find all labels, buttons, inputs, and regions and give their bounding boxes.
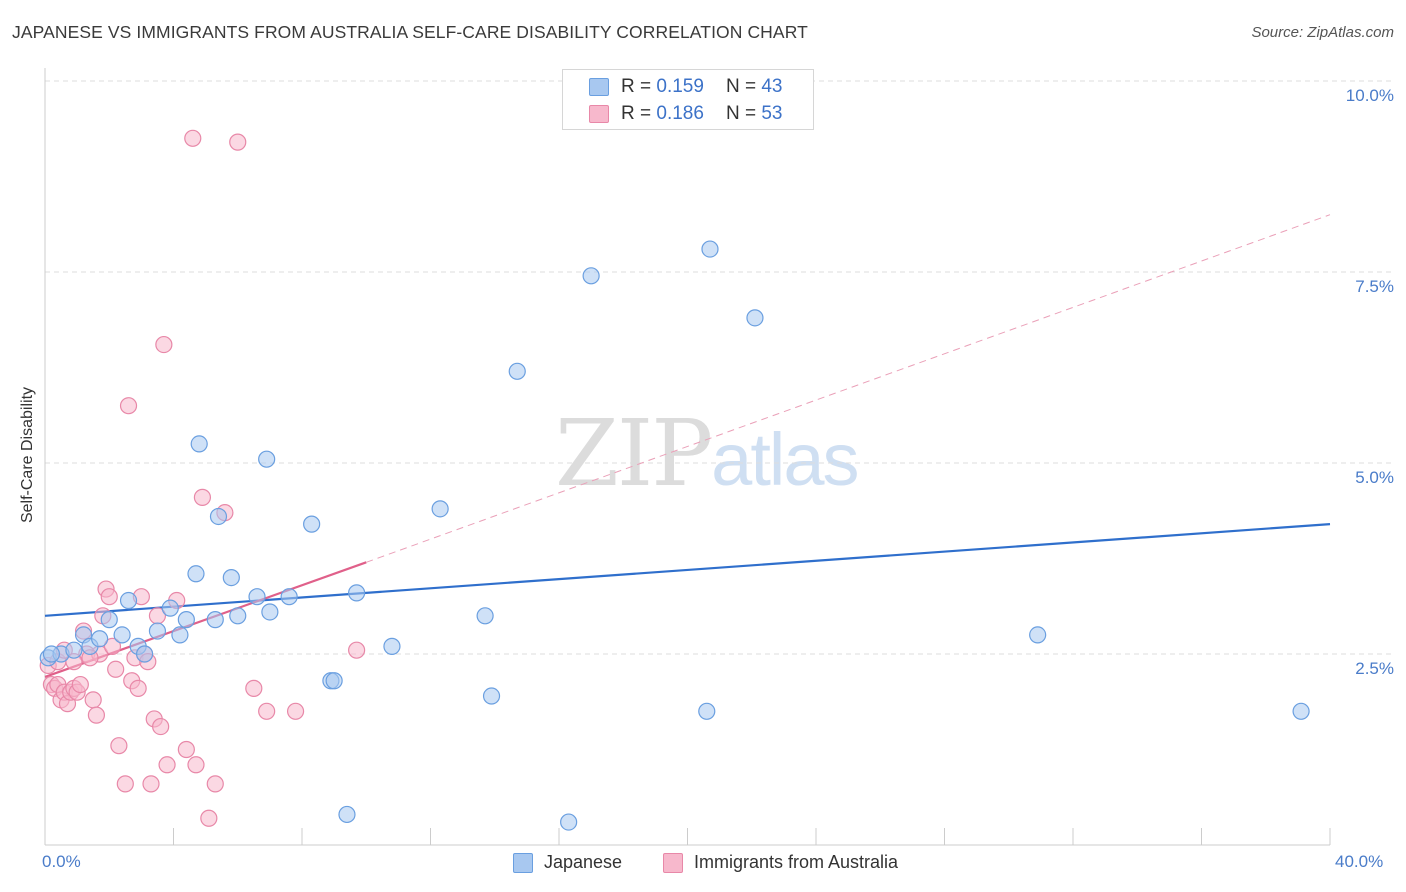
legend-swatch-japanese <box>589 78 609 96</box>
legend-r-value: 0.159 <box>656 76 704 97</box>
legend-n-label: N = <box>725 103 757 124</box>
australia-point <box>348 641 366 659</box>
bottom-legend-swatch-japanese <box>513 852 533 873</box>
australia-point <box>158 756 176 774</box>
japanese-point <box>229 607 247 625</box>
australia-point <box>119 397 138 415</box>
australia-point <box>258 702 276 720</box>
australia-point <box>87 706 106 724</box>
legend-n-value: 53 <box>761 103 783 124</box>
japanese-point <box>560 813 578 831</box>
japanese-point <box>248 588 266 606</box>
japanese-point <box>1029 626 1047 644</box>
japanese-point <box>383 637 401 655</box>
y-tick-label: 5.0% <box>1355 468 1394 487</box>
y-axis-label: Self-Care Disability <box>19 386 36 524</box>
legend-row-japanese: R = 0.159 N = 43 <box>589 75 782 99</box>
watermark-zip: ZIP <box>555 400 713 507</box>
australia-point <box>206 775 224 793</box>
australia-trend-extension <box>366 214 1331 563</box>
australia-point <box>129 679 147 697</box>
legend-n-label: N = <box>725 76 757 97</box>
japanese-point <box>65 641 83 659</box>
legend-r-value: 0.186 <box>656 103 704 124</box>
australia-point <box>286 702 305 720</box>
japanese-point <box>91 630 109 648</box>
australia-point <box>107 660 125 678</box>
japanese-point <box>261 603 279 621</box>
japanese-point <box>280 588 298 606</box>
axes <box>44 68 1331 846</box>
japanese-point <box>476 607 494 625</box>
japanese-point <box>209 507 228 526</box>
japanese-point <box>698 702 716 720</box>
japanese-point <box>135 645 154 663</box>
japanese-point <box>161 599 179 617</box>
japanese-trend-line <box>44 523 1331 617</box>
japanese-point <box>746 309 764 327</box>
australia-point <box>84 691 102 709</box>
y-tick-label: 2.5% <box>1355 659 1394 678</box>
japanese-point <box>348 584 366 602</box>
japanese-point <box>701 240 719 258</box>
legend-row-australia: R = 0.186 N = 53 <box>589 102 782 126</box>
bottom-legend-australia: Immigrants from Australia <box>663 852 898 873</box>
japanese-point <box>582 267 600 285</box>
japanese-point <box>206 611 224 629</box>
australia-points <box>39 129 366 827</box>
japanese-point <box>177 611 195 629</box>
x-tick-label-min: 0.0% <box>42 852 81 871</box>
australia-point <box>184 129 202 147</box>
japanese-point <box>431 500 449 518</box>
australia-point <box>193 488 212 506</box>
japanese-point <box>303 515 321 533</box>
japanese-points <box>39 240 1310 831</box>
australia-point <box>110 737 128 755</box>
x-tick-label-max: 40.0% <box>1335 852 1384 871</box>
australia-point <box>116 775 134 793</box>
japanese-point <box>482 687 501 705</box>
japanese-point <box>119 591 138 610</box>
legend: R = 0.159 N = 43 R = 0.186 N = 53 <box>562 69 814 130</box>
japanese-point <box>171 626 189 644</box>
japanese-point <box>1292 702 1310 720</box>
australia-point <box>100 588 118 606</box>
japanese-point <box>148 622 167 640</box>
australia-point <box>229 133 247 151</box>
australia-point <box>187 756 205 774</box>
legend-n-value: 43 <box>761 76 783 97</box>
japanese-point <box>258 450 276 468</box>
japanese-point <box>187 565 205 583</box>
japanese-point <box>100 611 118 629</box>
australia-point <box>152 717 170 736</box>
legend-swatch-australia <box>589 105 609 123</box>
australia-point <box>245 679 263 697</box>
japanese-point <box>325 672 343 690</box>
japanese-point <box>508 362 526 380</box>
watermark-atlas: atlas <box>711 418 859 501</box>
bottom-legend-label-japanese: Japanese <box>544 852 623 872</box>
japanese-point <box>190 435 208 453</box>
australia-point <box>177 740 195 759</box>
legend-r-label: R = <box>621 103 652 124</box>
watermark: ZIPatlas <box>555 400 859 507</box>
legend-r-label: R = <box>621 76 652 97</box>
japanese-point <box>42 645 61 663</box>
chart-title: JAPANESE VS IMMIGRANTS FROM AUSTRALIA SE… <box>12 22 808 42</box>
japanese-point <box>222 568 240 587</box>
bottom-legend-label-australia: Immigrants from Australia <box>694 852 899 872</box>
japanese-point <box>113 626 131 644</box>
japanese-point <box>338 805 356 824</box>
source-label: Source: ZipAtlas.com <box>1251 24 1394 41</box>
bottom-legend-swatch-australia <box>663 852 683 873</box>
y-tick-label: 10.0% <box>1345 86 1394 105</box>
australia-point <box>71 675 89 694</box>
australia-point <box>155 335 173 354</box>
bottom-legend-japanese: Japanese <box>513 852 622 873</box>
australia-point <box>200 809 218 827</box>
australia-point <box>142 775 160 793</box>
y-tick-label: 7.5% <box>1355 277 1394 296</box>
australia-point <box>103 637 122 655</box>
